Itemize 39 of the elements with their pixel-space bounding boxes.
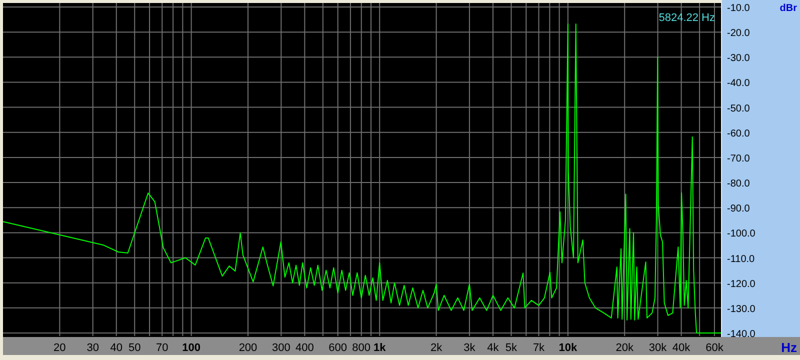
x-tick-label: 3k [464,342,476,354]
x-tick-label: 50 [128,342,141,354]
x-tick-label: 40 [110,342,122,354]
x-tick-label: 600 [328,342,348,354]
x-tick-label: 200 [238,342,258,354]
y-tick-label: -90.0 [727,204,750,215]
y-axis-title: dBr [780,3,798,14]
x-tick-label: 300 [272,342,290,354]
x-tick-label: 800 [352,342,371,354]
y-tick-label: -100.0 [727,228,756,240]
x-tick-label: 30k [648,342,668,354]
y-tick-label: -80.0 [727,178,750,190]
y-tick-label: -130.0 [727,304,756,315]
x-tick-label: 100 [182,342,200,354]
y-tick-label: -20.0 [727,28,750,40]
x-tick-label: 5k [505,342,518,354]
x-tick-label: 7k [532,342,546,354]
annotation: 5824.22 Hz [658,12,715,24]
y-tick-label: -30.0 [727,53,750,64]
x-tick-label: 60k [706,342,724,354]
x-tick-label: 20k [616,342,634,354]
y-tick-label: -110.0 [727,254,756,265]
y-tick-label: -10.0 [727,3,750,14]
x-tick-label: 1k [373,342,387,354]
y-tick-label: -40.0 [727,78,750,90]
y-tick-label: -50.0 [727,103,750,114]
y-tick-label: -140.0 [727,329,756,340]
x-tick-label: 20 [54,342,66,354]
x-tick-label: 10k [558,342,578,354]
x-tick-label: 4k [487,342,500,354]
x-tick-label: 30 [86,342,99,354]
x-tick-label: 400 [296,342,314,354]
x-tick-label: 40k [672,342,691,354]
y-tick-label: -70.0 [727,153,750,164]
x-tick-label: 70 [156,342,168,354]
y-tick-label: -120.0 [727,278,756,290]
x-axis-title: Hz [781,340,798,355]
x-tick-label: 2k [430,342,443,354]
y-tick-label: -60.0 [727,128,750,140]
